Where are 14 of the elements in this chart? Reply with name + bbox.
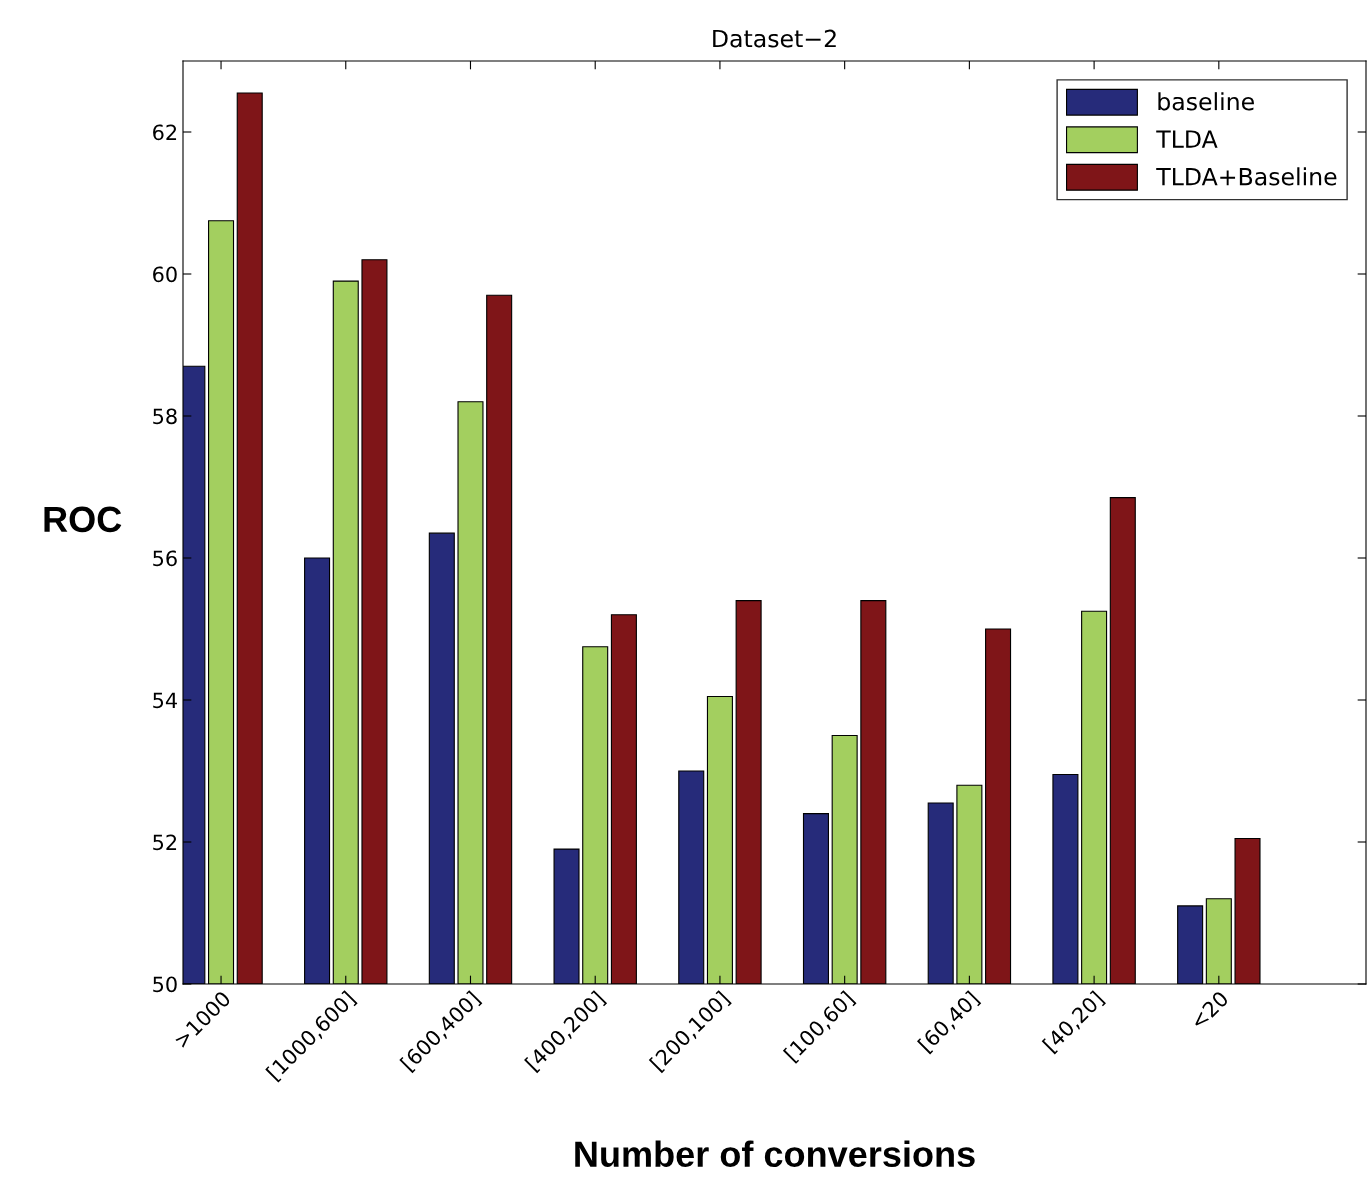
- legend-label: TLDA: [1156, 130, 1218, 148]
- y-tick-label: 62: [153, 124, 177, 141]
- y-tick-label: 50: [153, 976, 177, 993]
- x-axis-title: Number of conversions: [575, 1140, 975, 1167]
- y-tick-label: 60: [153, 266, 177, 283]
- legend-label: baseline: [1158, 92, 1254, 111]
- y-tick-label: 54: [153, 692, 177, 709]
- y-axis-title: ROC: [44, 506, 122, 533]
- y-tick-label: 52: [153, 834, 177, 851]
- legend-label: TLDA+Baseline: [1156, 167, 1337, 186]
- y-tick-label: 56: [153, 550, 177, 567]
- y-tick-label: 58: [153, 408, 177, 425]
- chart-title: Dataset−2: [713, 29, 836, 48]
- x-tick-label: <20: [1189, 990, 1230, 1030]
